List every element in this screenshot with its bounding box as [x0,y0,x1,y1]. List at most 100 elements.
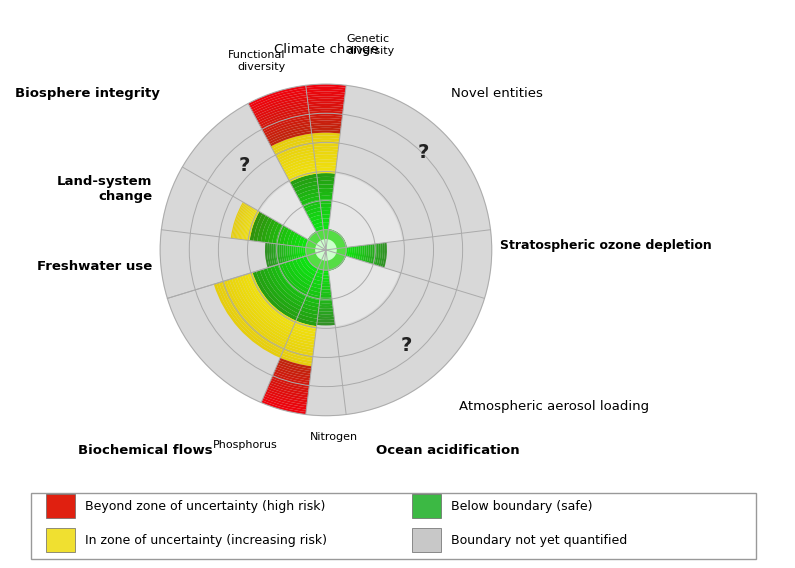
Wedge shape [289,333,315,343]
Text: ?: ? [417,143,429,162]
Wedge shape [319,308,333,312]
Wedge shape [265,219,276,243]
Circle shape [320,245,332,255]
Wedge shape [309,111,343,114]
Wedge shape [269,382,308,395]
Wedge shape [314,154,338,157]
Wedge shape [269,129,312,144]
Wedge shape [275,367,311,378]
Wedge shape [274,369,310,381]
Wedge shape [296,258,315,279]
Circle shape [323,247,329,253]
Wedge shape [283,245,287,262]
Wedge shape [284,160,316,173]
Wedge shape [382,243,387,268]
Wedge shape [349,247,352,258]
Wedge shape [296,246,299,259]
Circle shape [318,242,334,258]
Wedge shape [304,296,320,304]
Wedge shape [318,185,334,189]
Wedge shape [214,283,281,358]
Wedge shape [289,171,316,182]
Wedge shape [380,243,385,267]
Wedge shape [320,207,332,211]
Wedge shape [353,246,356,259]
Wedge shape [319,303,333,306]
Wedge shape [317,316,335,320]
Wedge shape [263,268,302,310]
Circle shape [321,245,331,254]
Wedge shape [253,272,297,321]
Wedge shape [232,278,289,340]
Wedge shape [219,282,283,353]
Wedge shape [258,105,308,123]
Wedge shape [286,340,314,350]
Wedge shape [301,247,304,257]
Wedge shape [307,91,345,95]
Wedge shape [311,219,323,225]
Wedge shape [314,149,338,152]
Bar [46,494,75,518]
Wedge shape [250,273,296,323]
Wedge shape [265,391,307,405]
Wedge shape [302,238,308,248]
Wedge shape [320,292,332,295]
Wedge shape [272,136,312,151]
Wedge shape [306,207,321,215]
Wedge shape [328,256,484,415]
Wedge shape [267,126,311,142]
Wedge shape [275,141,313,156]
Wedge shape [273,139,312,153]
Wedge shape [308,108,343,112]
Wedge shape [304,204,320,212]
Wedge shape [355,246,359,260]
Wedge shape [315,157,337,160]
Wedge shape [315,160,337,163]
Wedge shape [319,306,333,309]
Wedge shape [272,223,282,244]
Wedge shape [282,157,315,170]
Circle shape [316,240,336,260]
Wedge shape [264,119,310,136]
Wedge shape [231,202,244,239]
Wedge shape [369,244,373,264]
Wedge shape [286,166,316,177]
Wedge shape [313,275,323,281]
Circle shape [308,232,343,268]
Wedge shape [304,247,307,256]
Wedge shape [328,174,402,248]
Wedge shape [292,177,317,189]
Wedge shape [291,331,316,340]
Circle shape [316,240,335,260]
Wedge shape [274,265,306,300]
Wedge shape [308,99,344,102]
Circle shape [324,248,328,252]
Wedge shape [351,247,355,258]
Wedge shape [308,106,343,110]
Wedge shape [247,273,295,325]
Wedge shape [320,203,332,207]
Wedge shape [255,100,308,119]
Wedge shape [306,270,346,416]
Wedge shape [279,244,283,264]
Wedge shape [243,208,255,240]
Wedge shape [308,289,320,296]
Circle shape [317,241,335,258]
Wedge shape [287,168,316,179]
Wedge shape [307,94,345,98]
Wedge shape [262,114,309,131]
Circle shape [315,239,337,261]
Wedge shape [242,275,293,331]
Wedge shape [283,228,292,245]
Wedge shape [285,343,314,353]
Wedge shape [301,307,319,315]
Circle shape [312,236,340,264]
Wedge shape [276,144,313,158]
Wedge shape [313,222,323,229]
Wedge shape [365,245,369,262]
Wedge shape [239,206,252,240]
Circle shape [320,244,332,256]
Circle shape [311,235,341,265]
Wedge shape [328,85,491,248]
Circle shape [309,233,343,267]
